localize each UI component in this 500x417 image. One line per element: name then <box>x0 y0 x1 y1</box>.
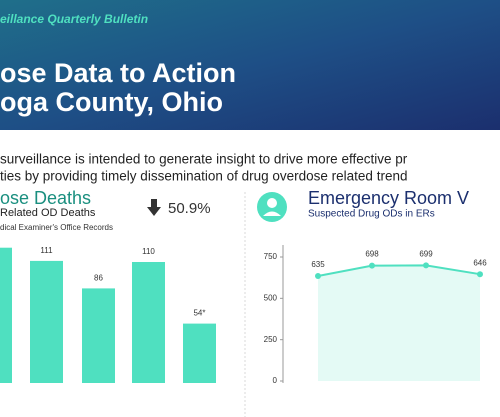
bar <box>0 247 12 383</box>
y-tick-label: 0 <box>273 376 278 385</box>
er-icon-body <box>263 211 281 216</box>
deaths-source: dical Examiner's Office Records <box>0 223 113 232</box>
intro-line: surveillance is intended to generate ins… <box>0 152 408 167</box>
data-label: 86 <box>94 274 103 283</box>
line <box>317 264 481 277</box>
er-subtitle: Suspected Drug ODs in ERs <box>308 209 435 220</box>
down-arrow <box>147 199 161 216</box>
title-line: oga County, Ohio <box>0 87 223 117</box>
y-tick-label: 750 <box>264 252 278 261</box>
er-title: Emergency Room V <box>308 188 469 208</box>
deaths-change: 50.9% <box>168 200 211 217</box>
deaths-subtitle: Related OD Deaths <box>0 207 96 219</box>
y-tick-label: 250 <box>264 335 278 344</box>
point <box>369 262 375 269</box>
point <box>315 273 321 280</box>
data-label: 699 <box>419 250 433 259</box>
data-label: 111 <box>40 246 53 255</box>
bar <box>30 260 63 383</box>
bar <box>132 262 165 383</box>
title-line: ose Data to Action <box>0 58 236 88</box>
y-tick-label: 500 <box>264 293 278 302</box>
data-label: 635 <box>311 260 325 269</box>
header-band <box>0 0 500 130</box>
point <box>477 271 483 278</box>
data-label: 54* <box>193 309 205 318</box>
bar <box>183 323 216 383</box>
bar <box>82 288 115 383</box>
er-icon-head <box>267 198 277 208</box>
deaths-title: ose Deaths <box>0 188 91 208</box>
data-label: 110 <box>142 247 155 256</box>
kicker: eillance Quarterly Bulletin <box>0 12 148 26</box>
data-label: 698 <box>365 250 379 259</box>
intro-line: ties by providing timely dissemination o… <box>0 169 407 184</box>
data-label: 646 <box>473 258 487 267</box>
area <box>318 265 480 381</box>
point <box>423 262 429 269</box>
